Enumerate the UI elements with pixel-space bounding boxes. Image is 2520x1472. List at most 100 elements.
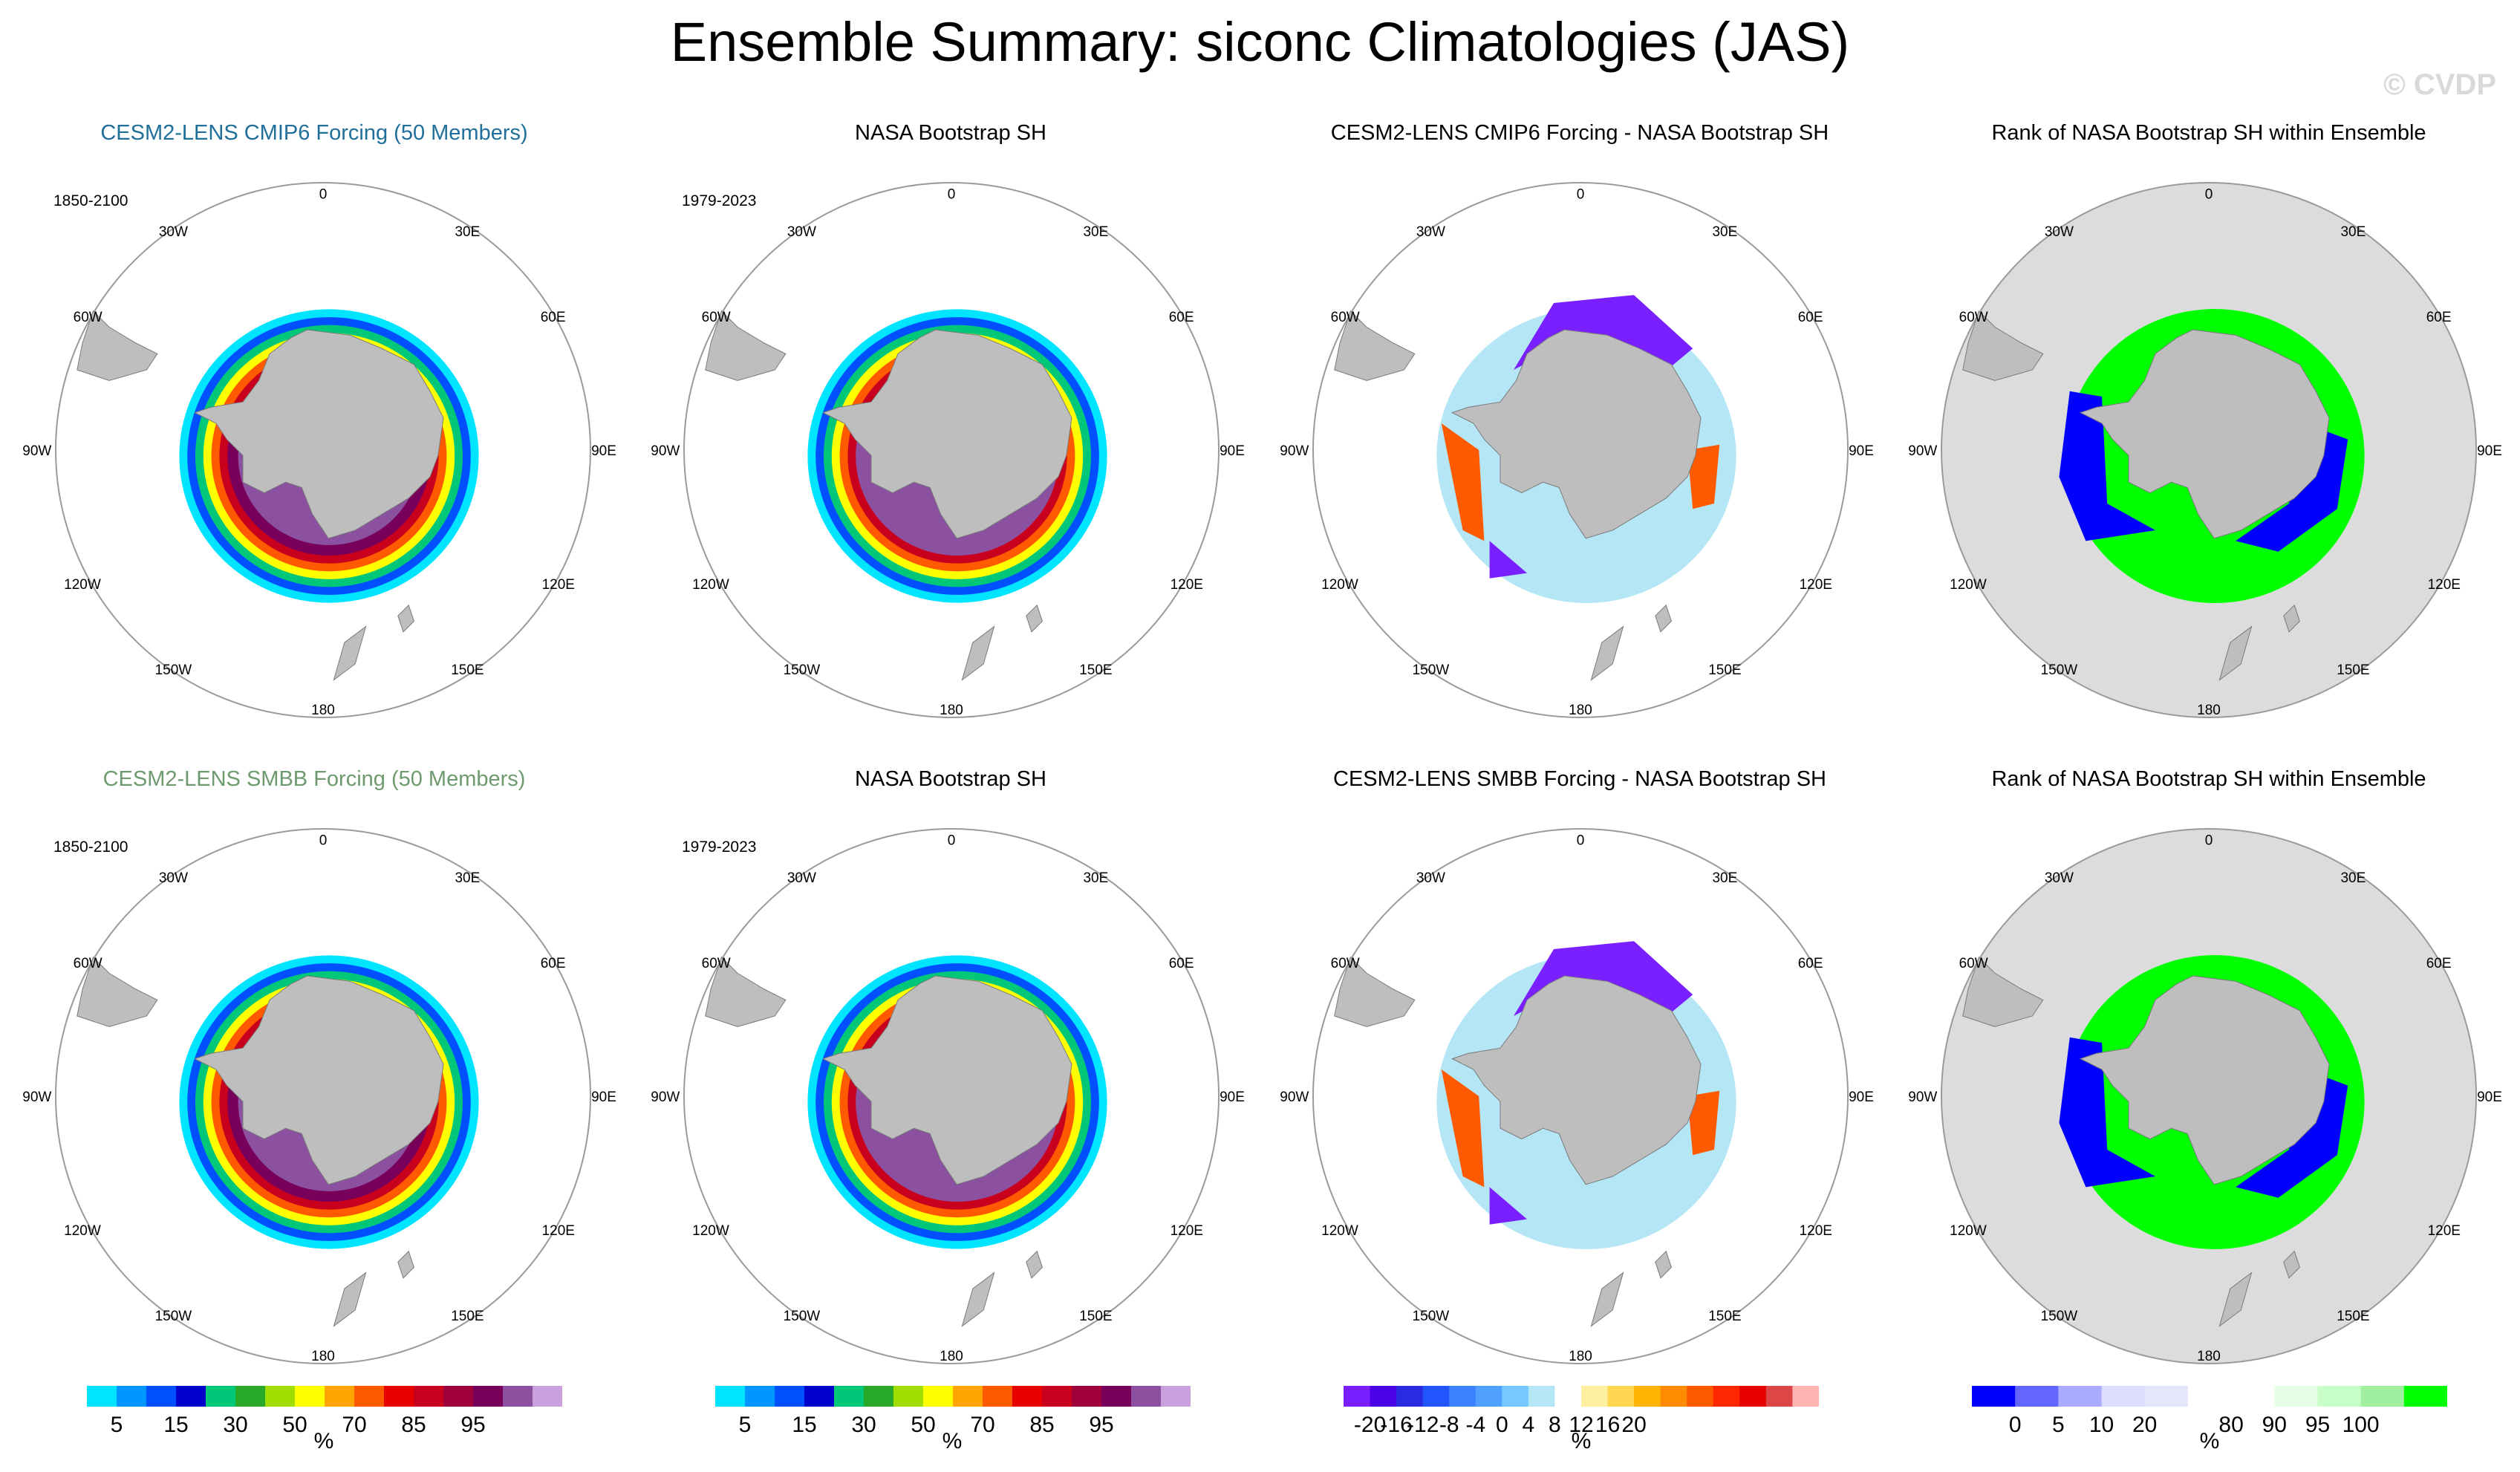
longitude-label-w60: 60W — [1959, 310, 1988, 325]
colorbar-swatch — [2403, 1386, 2447, 1407]
colorbar-swatch — [715, 1386, 746, 1407]
colorbar-swatch — [775, 1386, 805, 1407]
new-zealand-landmass — [333, 1271, 367, 1327]
colorbar-swatch — [473, 1386, 504, 1407]
longitude-label-top: 0 — [2205, 186, 2213, 202]
colorbar-swatch — [1687, 1386, 1714, 1407]
colorbar-tick-label: 8 — [1549, 1413, 1561, 1437]
colorbar-swatch — [2317, 1386, 2362, 1407]
longitude-label-bottom: 180 — [940, 703, 963, 718]
colorbar-tick-label: -20 — [1354, 1413, 1386, 1437]
antarctica-landmass — [2079, 329, 2330, 539]
south-america-landmass — [1334, 310, 1416, 381]
longitude-label-w90: 90W — [22, 1090, 51, 1105]
colorbar-swatch — [2058, 1386, 2103, 1407]
longitude-label-w150: 150W — [2041, 1309, 2078, 1324]
south-america-landmass — [1334, 956, 1416, 1027]
panel-title-r2c2: NASA Bootstrap SH — [855, 767, 1046, 791]
antarctica-landmass — [2079, 975, 2330, 1185]
longitude-label-e60: 60E — [1169, 956, 1194, 971]
colorbar-swatch — [2144, 1386, 2189, 1407]
panel-title-r2c1: CESM2-LENS SMBB Forcing (50 Members) — [102, 767, 526, 791]
longitude-label-e60: 60E — [1798, 310, 1823, 325]
colorbar-tick-label: 16 — [1595, 1413, 1620, 1437]
colorbar-tick-label: 4 — [1523, 1413, 1535, 1437]
colorbar-swatch — [1012, 1386, 1043, 1407]
colorbar-swatch — [533, 1386, 562, 1407]
longitude-label-top: 0 — [948, 186, 956, 202]
colorbar-swatch — [354, 1386, 385, 1407]
colorbar-rank: 0 5 10 20 80 90 95 100 — [1972, 1386, 2447, 1437]
south-america-landmass — [1962, 956, 2044, 1027]
longitude-label-w30: 30W — [2045, 870, 2074, 886]
island-landmass — [397, 1250, 414, 1279]
longitude-label-e90: 90E — [591, 1090, 616, 1105]
colorbar-tick-label: 20 — [2132, 1413, 2157, 1437]
longitude-label-w60: 60W — [74, 956, 102, 971]
island-landmass — [1655, 604, 1672, 633]
colorbar-tick-label: 0 — [1496, 1413, 1508, 1437]
longitude-label-e30: 30E — [1083, 870, 1108, 886]
longitude-label-w90: 90W — [651, 443, 680, 459]
longitude-label-e150: 150E — [1079, 662, 1112, 678]
longitude-label-e30: 30E — [2340, 224, 2366, 240]
longitude-label-e30: 30E — [2340, 870, 2366, 886]
antarctica-landmass — [821, 329, 1072, 539]
longitude-label-top: 0 — [2205, 833, 2213, 848]
colorbar-swatch — [1528, 1386, 1555, 1407]
colorbar-swatch — [1581, 1386, 1609, 1407]
longitude-label-e90: 90E — [1220, 443, 1245, 459]
island-landmass — [2283, 604, 2300, 633]
new-zealand-landmass — [333, 625, 367, 681]
colorbar-swatch — [176, 1386, 206, 1407]
colorbar-tick-label: 95 — [2305, 1413, 2330, 1437]
longitude-label-w60: 60W — [702, 310, 731, 325]
colorbar-tick-label: 20 — [1621, 1413, 1646, 1437]
longitude-label-e60: 60E — [2426, 956, 2452, 971]
colorbar-units-1: % — [313, 1429, 334, 1453]
longitude-label-w120: 120W — [692, 1223, 729, 1239]
colorbar-swatch — [1972, 1386, 2016, 1407]
map-panel-r1c1: 0 30E 60E 90E 120E 150E 180 150W 120W 90W 60W 30W — [22, 182, 616, 718]
colorbar-difference: -20-16-12 -8 -4 0 4 8 12 16 20 — [1344, 1386, 1819, 1437]
colorbar-tick-label: -12 — [1407, 1413, 1439, 1437]
colorbar-swatch — [1072, 1386, 1102, 1407]
longitude-label-w30: 30W — [1416, 224, 1445, 240]
longitude-label-w150: 150W — [1413, 662, 1450, 678]
longitude-label-e30: 30E — [1712, 224, 1737, 240]
longitude-label-e120: 120E — [1800, 1223, 1832, 1239]
colorbar-tick-label: 85 — [401, 1413, 426, 1437]
colorbar-swatch — [295, 1386, 325, 1407]
colorbar-swatch — [834, 1386, 865, 1407]
colorbar-swatch — [1475, 1386, 1502, 1407]
colorbar-tick-label: 5 — [2052, 1413, 2065, 1437]
colorbar-swatch — [1131, 1386, 1162, 1407]
figure-title: Ensemble Summary: siconc Climatologies (… — [670, 11, 1850, 73]
longitude-label-w150: 150W — [155, 662, 192, 678]
panel-title-r2c4: Rank of NASA Bootstrap SH within Ensembl… — [1991, 767, 2426, 791]
longitude-label-e150: 150E — [1708, 1309, 1741, 1324]
longitude-label-e60: 60E — [541, 956, 566, 971]
difference-positive-region — [1441, 1069, 1485, 1188]
new-zealand-landmass — [1590, 625, 1624, 681]
island-landmass — [1026, 1250, 1043, 1279]
south-america-landmass — [705, 956, 787, 1027]
colorbar-tick-label: 70 — [970, 1413, 994, 1437]
longitude-label-w120: 120W — [64, 577, 101, 593]
colorbar-tick-label: -4 — [1465, 1413, 1485, 1437]
longitude-label-top: 0 — [319, 186, 328, 202]
colorbar-siconc-model: 5 15 30 50 70 85 95 — [87, 1386, 562, 1437]
colorbar-swatch — [384, 1386, 414, 1407]
longitude-label-e150: 150E — [451, 662, 484, 678]
colorbar-tick-label: 80 — [2218, 1413, 2243, 1437]
colorbar-tick-label: 85 — [1029, 1413, 1054, 1437]
longitude-label-e120: 120E — [1171, 577, 1203, 593]
colorbar-tick-label: 95 — [460, 1413, 485, 1437]
longitude-label-w90: 90W — [1280, 443, 1309, 459]
colorbar-swatch — [265, 1386, 296, 1407]
colorbar-swatch — [1739, 1386, 1767, 1407]
longitude-label-w30: 30W — [159, 870, 188, 886]
colorbar-swatch — [1101, 1386, 1132, 1407]
difference-positive-region — [1687, 1090, 1720, 1156]
colorbar-swatch — [117, 1386, 147, 1407]
